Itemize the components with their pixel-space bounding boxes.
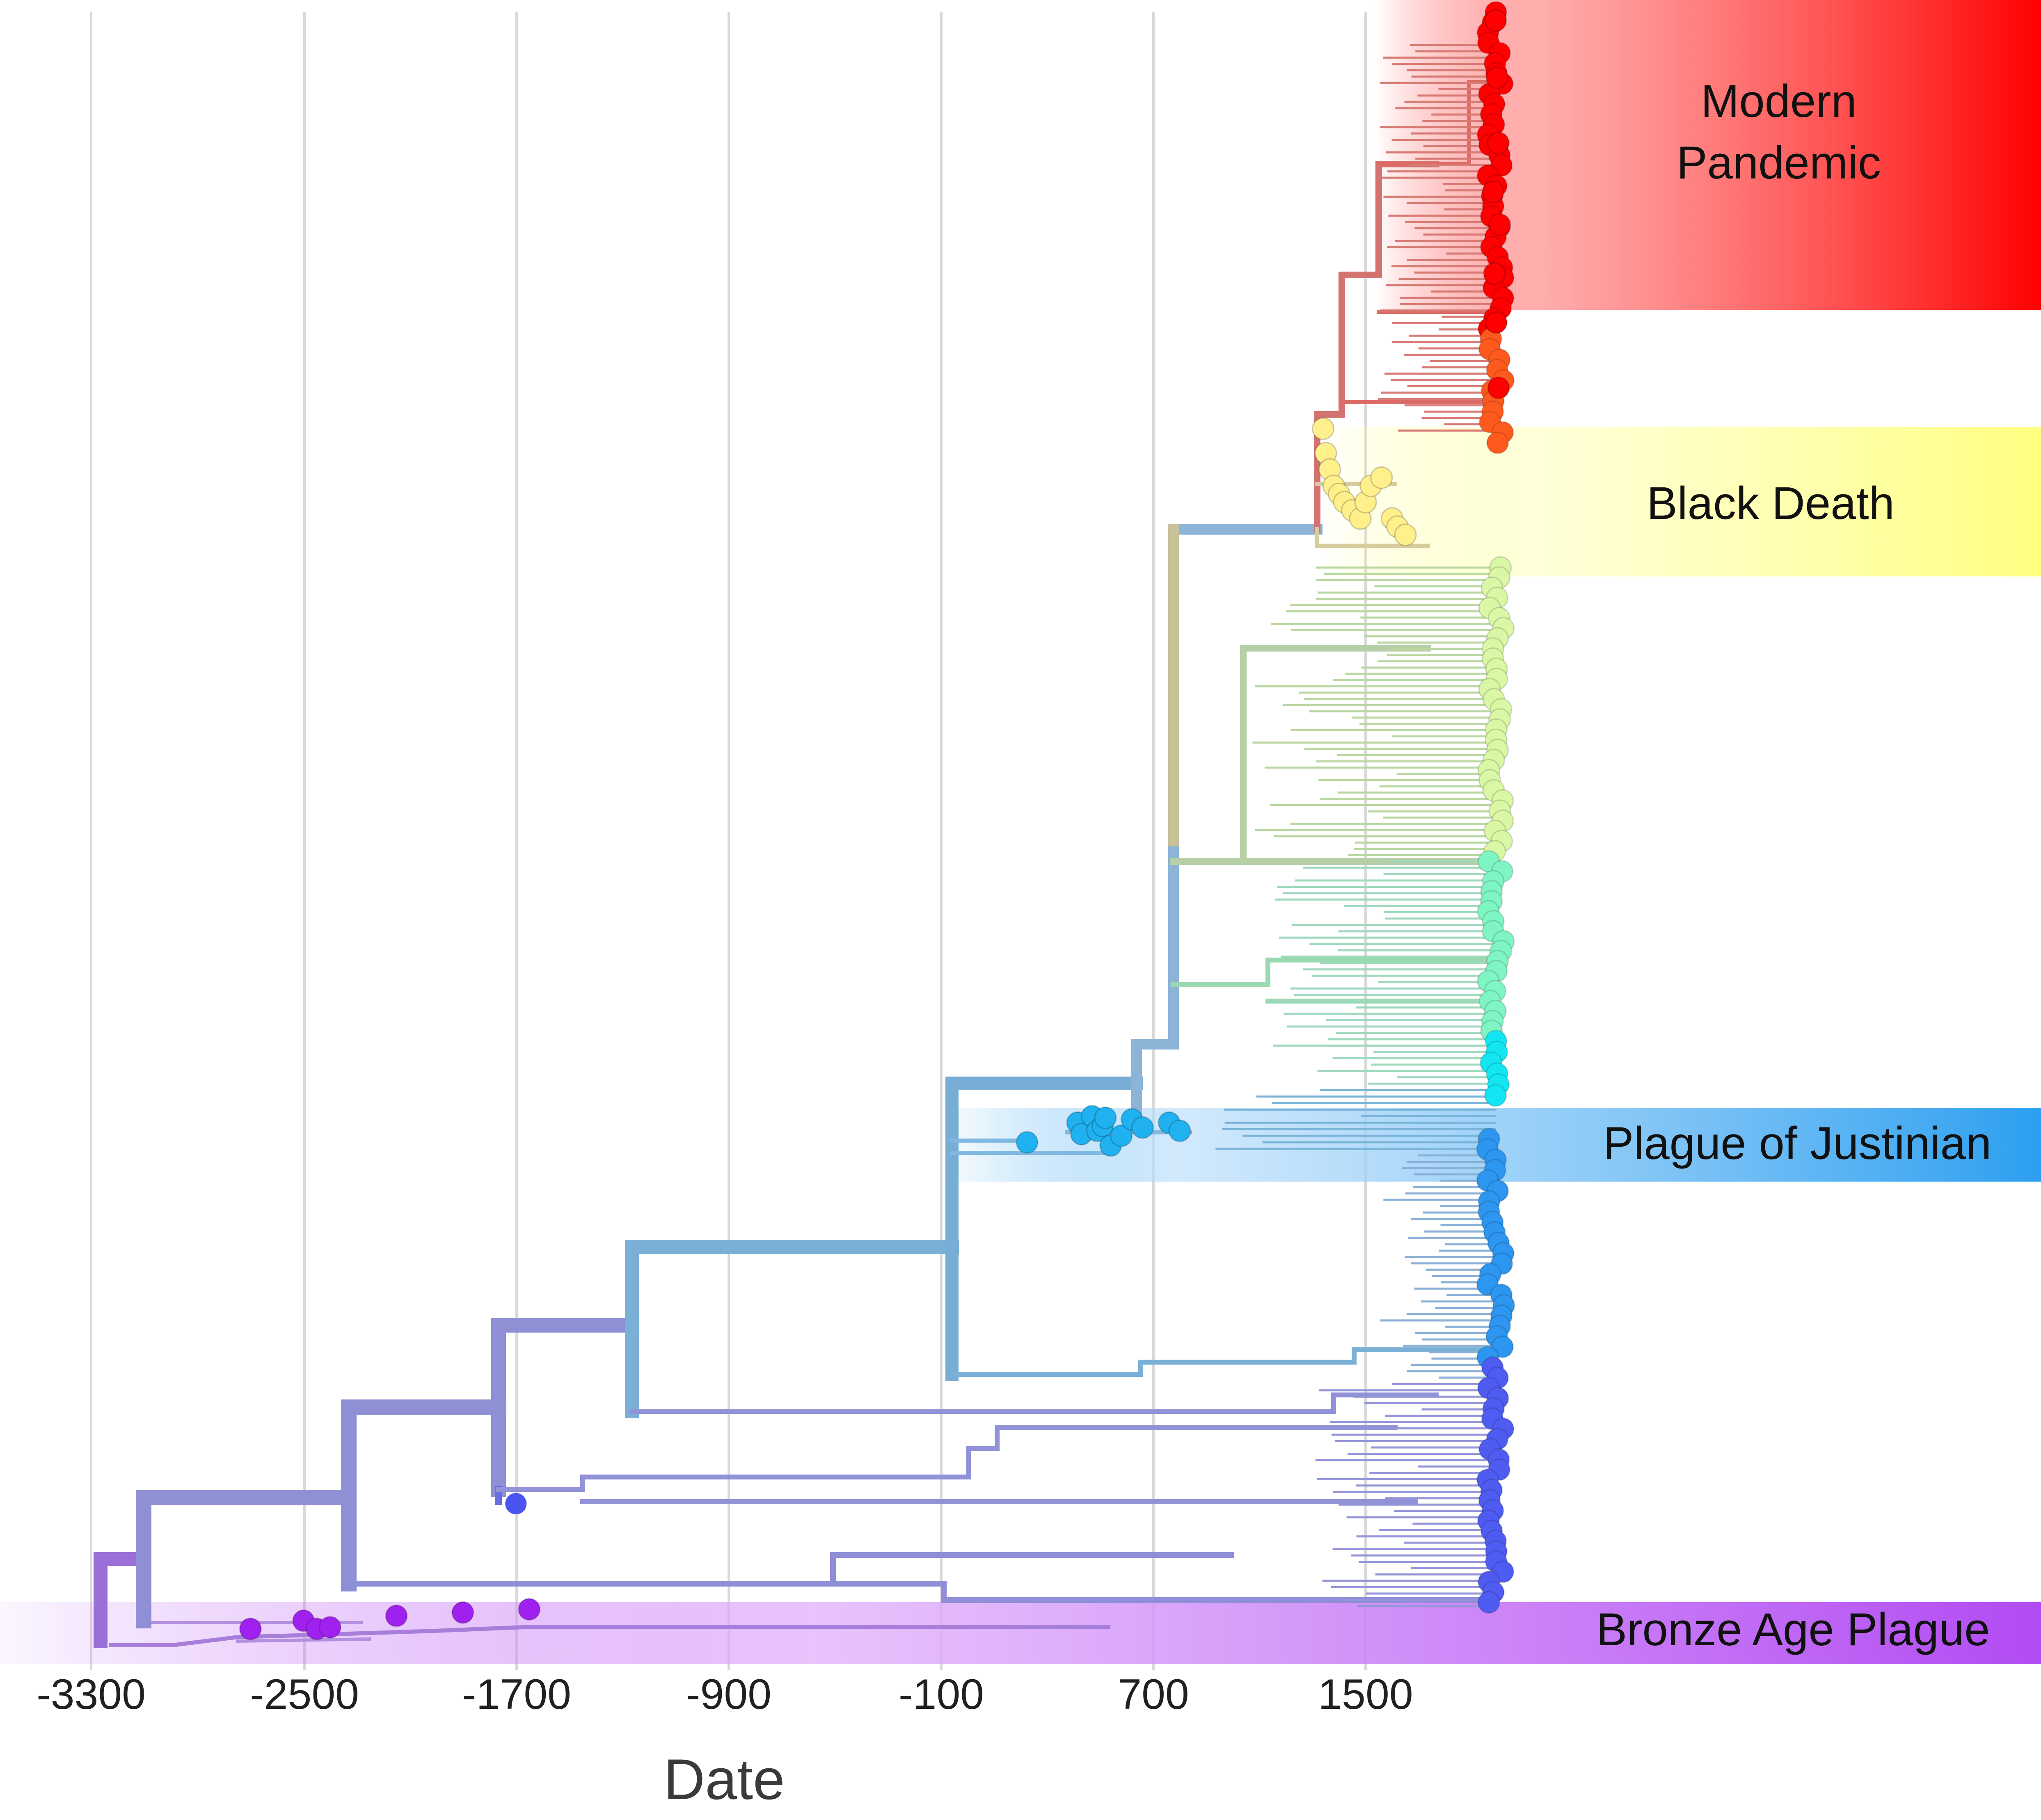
black-death-label: Black Death (1647, 478, 1895, 529)
x-tick-label: -100 (899, 1671, 984, 1718)
pandemic-bands (0, 0, 2041, 1664)
branch-clade-justinian-sister (950, 1347, 1484, 1377)
tree-branches (94, 80, 1488, 1648)
x-tick-label: 700 (1118, 1671, 1189, 1718)
sample-point (1484, 9, 1507, 32)
sample-point (1485, 66, 1508, 89)
branch-branch-group-3 (346, 1552, 1480, 1603)
x-tick-label: -1700 (462, 1671, 571, 1718)
sample-point (1016, 1131, 1039, 1154)
sample-point (239, 1617, 262, 1640)
x-tick-label: -2500 (250, 1671, 359, 1718)
sample-point (505, 1493, 527, 1514)
sample-point (518, 1598, 541, 1621)
sample-point (1312, 417, 1334, 440)
tip-sample-point (1484, 1084, 1507, 1107)
branch-clade-a (496, 1425, 1418, 1504)
branch-backbone-3 (491, 1318, 639, 1497)
sample-point (1488, 213, 1511, 236)
sample-point (1483, 262, 1506, 285)
branch-backbone-5 (945, 1077, 1143, 1381)
sample-point (1370, 466, 1393, 489)
band-labels: Modern Pandemic Black Death Plague of Ju… (1597, 75, 1992, 1655)
justinian-label: Plague of Justinian (1603, 1118, 1991, 1169)
sample-point (451, 1601, 474, 1624)
sample-points (239, 1, 1515, 1640)
sample-point (1131, 1116, 1154, 1139)
tip-sample-point (1477, 1591, 1500, 1614)
x-axis-title: Date (664, 1747, 785, 1811)
sample-point (1482, 181, 1505, 203)
sample-point (385, 1604, 408, 1627)
modern-pandemic-label-line2: Pandemic (1677, 137, 1881, 188)
branch-backbone-2 (341, 1399, 506, 1591)
x-gridlines (90, 12, 1367, 1670)
x-tick-label: -900 (686, 1671, 771, 1718)
bronze-age-label: Bronze Age Plague (1597, 1604, 1990, 1655)
sample-point (1110, 1124, 1133, 1147)
sample-point (1485, 311, 1508, 334)
modern-pandemic-label-line1: Modern (1701, 75, 1857, 127)
sample-point (318, 1616, 341, 1639)
tip-lines (1215, 44, 1496, 1607)
branch-clade-b (629, 1392, 1439, 1414)
branch-root (94, 1552, 151, 1648)
sample-point (1094, 1107, 1117, 1129)
tip-sample-point (1486, 431, 1509, 454)
sample-point (1487, 376, 1510, 399)
branch-backbone-4 (625, 1240, 959, 1418)
branch-backbone-1 (136, 1490, 357, 1628)
branch-backbone-6 (1131, 524, 1323, 1121)
sample-point (1168, 1119, 1191, 1142)
sample-point (1487, 131, 1510, 154)
black-death-band (1317, 427, 2041, 576)
x-tick-label: 1500 (1318, 1671, 1413, 1718)
x-tick-label: -3300 (37, 1671, 146, 1718)
branch-bronze-lineage (109, 1625, 1110, 1647)
x-axis: -3300 -2500 -1700 -900 -100 700 1500 Dat… (37, 1671, 1413, 1811)
sample-point (1394, 524, 1417, 546)
